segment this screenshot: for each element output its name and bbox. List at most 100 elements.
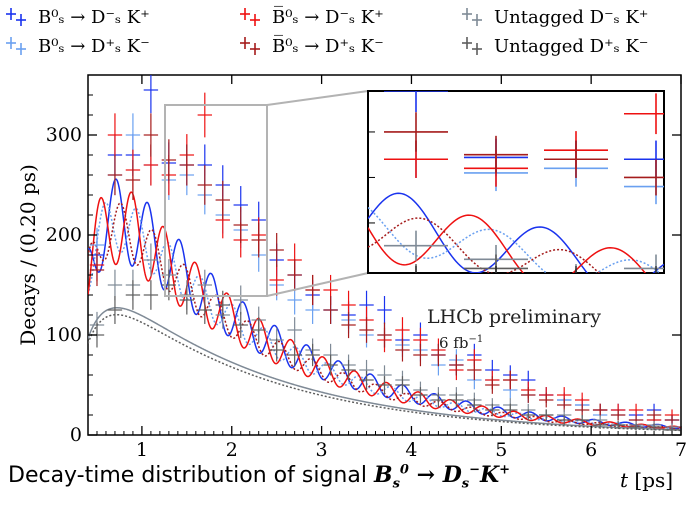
y-tick-label: 100 [46,324,82,346]
data-point [269,264,284,296]
data-point [269,338,284,362]
data-point [179,144,195,186]
y-tick-label: 300 [46,124,82,146]
fit-curve-0 [368,192,664,273]
data-point [143,243,159,277]
data-point [197,296,212,324]
data-point [384,112,448,152]
data-point [224,150,288,187]
data-point [197,165,212,205]
data-point [304,264,368,291]
data-point [305,343,320,367]
data-point [395,338,410,362]
data-point [539,409,554,421]
data-point [107,154,123,196]
legend-label: B⁰ₛ → D⁻ₛ K⁺ [38,7,150,28]
data-point [377,376,392,394]
data-point [624,93,664,135]
luminosity-label: 6 fb−1 [439,334,484,352]
legend-label: Untagged D⁺ₛ K⁻ [494,36,648,57]
data-point [521,387,536,403]
data-point [341,359,356,381]
data-point [646,423,662,431]
data-point [395,376,410,394]
data-point [341,311,356,339]
data-point [224,131,288,169]
data-point [544,140,608,178]
data-point [624,159,664,196]
data-point [521,409,536,421]
data-point [107,113,123,157]
fit-curve-2 [368,214,647,273]
data-point [251,222,266,258]
data-point [467,398,482,412]
data-point [233,311,248,339]
data-point [592,421,608,429]
data-point [224,255,288,283]
data-point [304,155,368,191]
data-point [384,230,448,261]
data-point [359,317,374,343]
data-point [624,278,688,303]
data-point [233,285,248,315]
data-point [557,415,572,425]
data-point [628,403,644,417]
fit-curve-4 [88,307,681,431]
fit-curve-5 [88,313,681,432]
data-point [107,269,123,301]
y-tick-label: 0 [70,424,82,446]
data-point [574,403,590,417]
data-point [89,253,105,287]
data-point [287,259,302,291]
x-tick-label: 4 [405,439,417,461]
legend: B⁰ₛ → D⁻ₛ K⁺ B⁰ₛ → D⁺ₛ K⁻ B̅⁰ₛ → D⁻ₛ K⁺ B̅⁰… [6,6,648,57]
fit-curve-1 [368,206,661,273]
data-point [485,403,500,417]
data-point [143,280,159,310]
data-point [449,354,464,376]
data-point [179,285,195,315]
inset-zoom [224,90,688,303]
legend-entry: B⁰ₛ → D⁺ₛ K⁻ [6,36,150,57]
data-point [304,131,368,169]
data-point [664,415,680,425]
data-point [304,112,368,151]
data-point [107,296,123,324]
data-point [464,135,528,174]
data-point [125,113,141,157]
x-tick-label: 6 [585,439,597,461]
data-point [359,370,374,390]
y-axis-label: Decays / (0.20 ps) [16,164,40,346]
data-point [304,255,368,283]
data-point [323,354,338,376]
data-point [574,415,590,425]
data-point [539,392,554,408]
data-point [224,150,288,187]
x-tick-label: 7 [675,439,687,461]
x-tick-label: 3 [316,439,328,461]
figure-caption: Decay-time distribution of signal Bs0 → … [8,462,511,492]
data-point [413,343,428,367]
data-point [610,421,626,429]
data-point [377,296,392,324]
legend-label: B̅⁰ₛ → D⁺ₛ K⁻ [272,35,384,57]
y-tick-label: 200 [46,224,82,246]
x-tick-label: 2 [226,439,238,461]
experiment-label: LHCb preliminary [427,306,602,328]
legend-entry: B̅⁰ₛ → D⁺ₛ K⁻ [240,35,384,57]
data-point [251,317,266,343]
data-point [628,423,644,431]
data-point [449,392,464,408]
legend-label: Untagged D⁻ₛ K⁺ [494,7,648,28]
data-point [377,322,392,348]
data-point [224,112,288,151]
data-point [233,206,248,244]
x-axis-label: t [ps] [620,468,674,492]
legend-label: B̅⁰ₛ → D⁻ₛ K⁺ [272,6,384,28]
data-point [646,409,662,421]
data-point [503,403,518,417]
legend-entry: B⁰ₛ → D⁻ₛ K⁺ [6,7,150,28]
data-point [610,409,626,421]
data-point [197,92,212,138]
